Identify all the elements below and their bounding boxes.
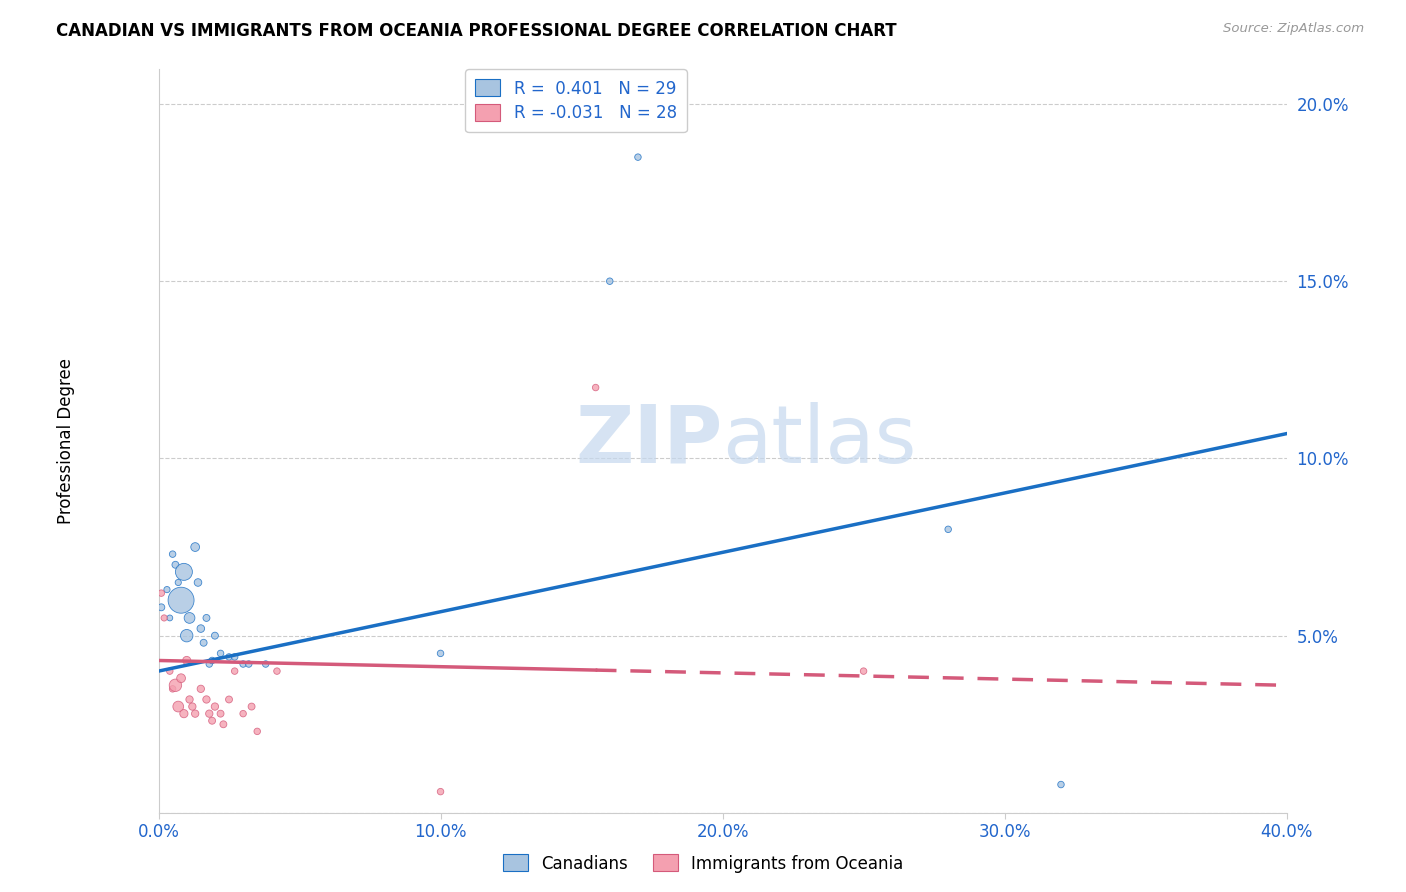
Point	[156, 582, 179, 597]
Point	[232, 657, 254, 671]
Point	[224, 664, 246, 678]
Point	[195, 611, 218, 625]
Point	[209, 706, 232, 721]
Point	[153, 611, 176, 625]
Point	[187, 575, 209, 590]
Point	[170, 593, 193, 607]
Text: atlas: atlas	[723, 401, 917, 480]
Point	[159, 664, 181, 678]
Point	[218, 692, 240, 706]
Text: ZIP: ZIP	[575, 401, 723, 480]
Point	[936, 522, 959, 536]
Point	[184, 706, 207, 721]
Point	[429, 784, 451, 798]
Point	[190, 622, 212, 636]
Point	[179, 611, 201, 625]
Point	[150, 600, 173, 615]
Point	[176, 629, 198, 643]
Point	[218, 649, 240, 664]
Point	[159, 611, 181, 625]
Point	[429, 647, 451, 661]
Point	[179, 692, 201, 706]
Point	[204, 629, 226, 643]
Point	[254, 657, 277, 671]
Point	[266, 664, 288, 678]
Point	[184, 540, 207, 554]
Point	[198, 657, 221, 671]
Point	[190, 681, 212, 696]
Point	[1050, 778, 1073, 792]
Point	[246, 724, 269, 739]
Text: Source: ZipAtlas.com: Source: ZipAtlas.com	[1223, 22, 1364, 36]
Point	[165, 558, 187, 572]
Y-axis label: Professional Degree: Professional Degree	[58, 358, 75, 524]
Point	[195, 692, 218, 706]
Point	[165, 678, 187, 692]
Point	[201, 714, 224, 728]
Point	[167, 575, 190, 590]
Point	[627, 150, 650, 164]
Point	[150, 586, 173, 600]
Point	[201, 653, 224, 667]
Legend: Canadians, Immigrants from Oceania: Canadians, Immigrants from Oceania	[496, 847, 910, 880]
Point	[193, 636, 215, 650]
Point	[232, 706, 254, 721]
Point	[162, 681, 184, 696]
Point	[173, 565, 195, 579]
Point	[167, 699, 190, 714]
Point	[212, 717, 235, 731]
Point	[238, 657, 260, 671]
Text: CANADIAN VS IMMIGRANTS FROM OCEANIA PROFESSIONAL DEGREE CORRELATION CHART: CANADIAN VS IMMIGRANTS FROM OCEANIA PROF…	[56, 22, 897, 40]
Point	[852, 664, 875, 678]
Point	[173, 706, 195, 721]
Point	[209, 647, 232, 661]
Point	[170, 671, 193, 685]
Point	[240, 699, 263, 714]
Point	[599, 274, 621, 288]
Point	[585, 380, 607, 394]
Point	[224, 649, 246, 664]
Point	[181, 699, 204, 714]
Point	[162, 547, 184, 561]
Legend: R =  0.401   N = 29, R = -0.031   N = 28: R = 0.401 N = 29, R = -0.031 N = 28	[465, 70, 686, 132]
Point	[204, 699, 226, 714]
Point	[176, 653, 198, 667]
Point	[198, 706, 221, 721]
